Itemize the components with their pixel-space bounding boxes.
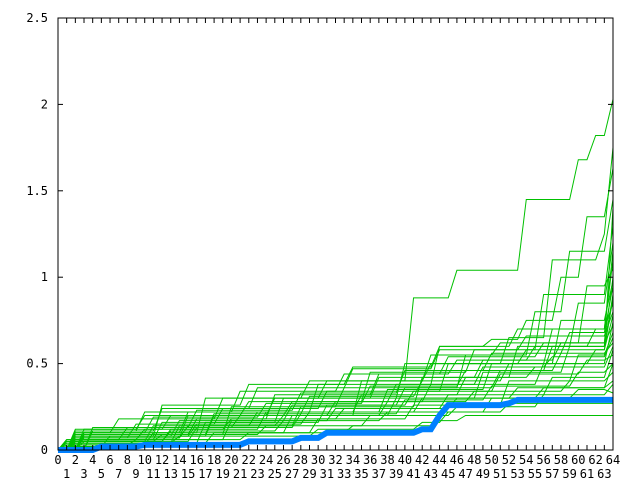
x-tick-label: 10 [137, 453, 151, 467]
y-tick-label: 0.5 [26, 357, 48, 371]
x-tick-label: 2 [72, 453, 79, 467]
x-tick-label: 63 [597, 467, 611, 480]
x-tick-label: 42 [415, 453, 429, 467]
x-tick-label: 36 [363, 453, 377, 467]
highlight-series-line [58, 396, 613, 453]
x-tick-label: 45 [441, 467, 455, 480]
y-tick-label: 0 [41, 443, 48, 457]
x-tick-label: 62 [588, 453, 602, 467]
x-tick-label: 9 [132, 467, 139, 480]
x-tick-label: 13 [164, 467, 178, 480]
x-tick-label: 43 [424, 467, 438, 480]
x-tick-label: 39 [389, 467, 403, 480]
x-tick-label: 25 [268, 467, 282, 480]
x-tick-label: 29 [302, 467, 316, 480]
x-tick-label: 14 [172, 453, 186, 467]
series-line-1 [58, 168, 614, 451]
x-tick-label: 8 [124, 453, 131, 467]
x-tick-label: 23 [250, 467, 264, 480]
series-line-9 [57, 294, 614, 451]
series-line-7 [58, 268, 614, 451]
x-tick-label: 44 [432, 453, 446, 467]
x-tick-label: 15 [181, 467, 195, 480]
x-tick-label: 48 [467, 453, 481, 467]
series-line-5 [57, 242, 614, 451]
x-tick-label: 52 [502, 453, 516, 467]
x-tick-label: 1 [63, 467, 70, 480]
x-tick-labels: 0123456789101112131415161718192021222324… [54, 453, 620, 480]
x-tick-label: 12 [155, 453, 169, 467]
series-line-18 [58, 384, 614, 451]
x-tick-label: 58 [554, 453, 568, 467]
x-tick-label: 32 [328, 453, 342, 467]
axes [57, 17, 614, 451]
y-tick-label: 2.5 [26, 11, 48, 25]
x-tick-label: 30 [311, 453, 325, 467]
series-line-28 [58, 337, 614, 451]
x-tick-label: 50 [484, 453, 498, 467]
x-tick-label: 37 [372, 467, 386, 480]
x-tick-label: 54 [519, 453, 533, 467]
x-tick-label: 7 [115, 467, 122, 480]
x-tick-label: 38 [380, 453, 394, 467]
x-tick-label: 53 [510, 467, 524, 480]
x-tick-label: 26 [276, 453, 290, 467]
x-tick-label: 55 [528, 467, 542, 480]
y-tick-labels: 0 0.5 1 1.5 2 2.5 [26, 11, 48, 457]
x-tick-label: 51 [493, 467, 507, 480]
x-tick-label: 24 [259, 453, 273, 467]
series-line-31 [58, 315, 614, 451]
x-tick-label: 40 [398, 453, 412, 467]
series-line-33 [58, 363, 614, 451]
x-tick-label: 11 [146, 467, 160, 480]
x-tick-label: 3 [80, 467, 87, 480]
x-tick-label: 16 [190, 453, 204, 467]
x-tick-label: 47 [458, 467, 472, 480]
x-tick-label: 28 [294, 453, 308, 467]
series-line-8 [58, 280, 614, 451]
x-tick-label: 57 [545, 467, 559, 480]
x-tick-label: 17 [198, 467, 212, 480]
series-line-24 [58, 285, 614, 451]
x-tick-label: 59 [562, 467, 576, 480]
series-line-32 [58, 208, 614, 451]
x-tick-label: 56 [536, 453, 550, 467]
x-tick-label: 31 [320, 467, 334, 480]
x-tick-label: 18 [207, 453, 221, 467]
x-tick-label: 33 [337, 467, 351, 480]
x-tick-label: 64 [606, 453, 620, 467]
y-tick-label: 1 [41, 270, 48, 284]
x-tick-label: 61 [580, 467, 594, 480]
x-tick-label: 35 [354, 467, 368, 480]
x-tick-label: 6 [106, 453, 113, 467]
series-line-30 [57, 389, 614, 451]
series-group [57, 99, 614, 453]
y-tick-label: 2 [41, 97, 48, 111]
x-tick-label: 22 [242, 453, 256, 467]
x-tick-label: 60 [571, 453, 585, 467]
series-line-25 [58, 251, 614, 451]
x-tick-label: 4 [89, 453, 96, 467]
series-line-22 [58, 325, 614, 451]
x-tick-label: 34 [346, 453, 360, 467]
x-tick-label: 21 [233, 467, 247, 480]
series-line-27 [58, 380, 614, 451]
x-tick-label: 20 [224, 453, 238, 467]
x-tick-label: 49 [476, 467, 490, 480]
series-line-29 [58, 277, 614, 451]
x-tick-label: 19 [216, 467, 230, 480]
x-tick-label: 27 [285, 467, 299, 480]
series-line-2 [57, 147, 614, 451]
x-tick-label: 5 [98, 467, 105, 480]
plot-frame [57, 17, 614, 451]
x-tick-label: 46 [450, 453, 464, 467]
x-tick-label: 41 [406, 467, 420, 480]
x-tick-label: 0 [54, 453, 61, 467]
y-tick-label: 1.5 [26, 184, 48, 198]
